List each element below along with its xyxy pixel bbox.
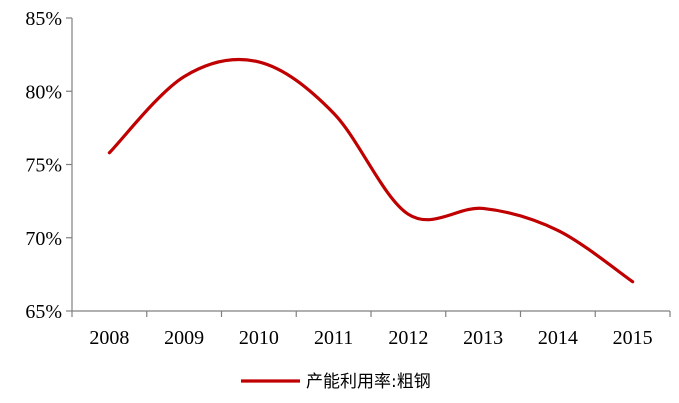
x-tick-label: 2011 [314,327,353,349]
x-tick-label: 2008 [89,327,129,349]
series-line [107,57,635,284]
x-tick-label: 2009 [164,327,204,349]
legend-label: 产能利用率:粗钢 [306,372,431,392]
y-axis: 65% 70% 75% 80% 85% [25,8,73,323]
y-tick-label: 65% [25,301,62,323]
y-tick-label: 80% [25,81,62,103]
x-tick-label: 2010 [239,327,279,349]
x-tick-label: 2014 [538,327,578,349]
legend: 产能利用率:粗钢 [241,372,431,392]
x-tick-label: 2013 [463,327,503,349]
series-layer [107,57,635,284]
x-axis: 2008 2009 2010 2011 2012 2013 2014 2015 [71,310,671,349]
y-tick-label: 75% [25,155,62,177]
x-tick-label: 2012 [388,327,428,349]
y-tick-label: 70% [25,228,62,250]
x-tick-label: 2015 [613,327,653,349]
y-tick-label: 85% [25,8,62,30]
